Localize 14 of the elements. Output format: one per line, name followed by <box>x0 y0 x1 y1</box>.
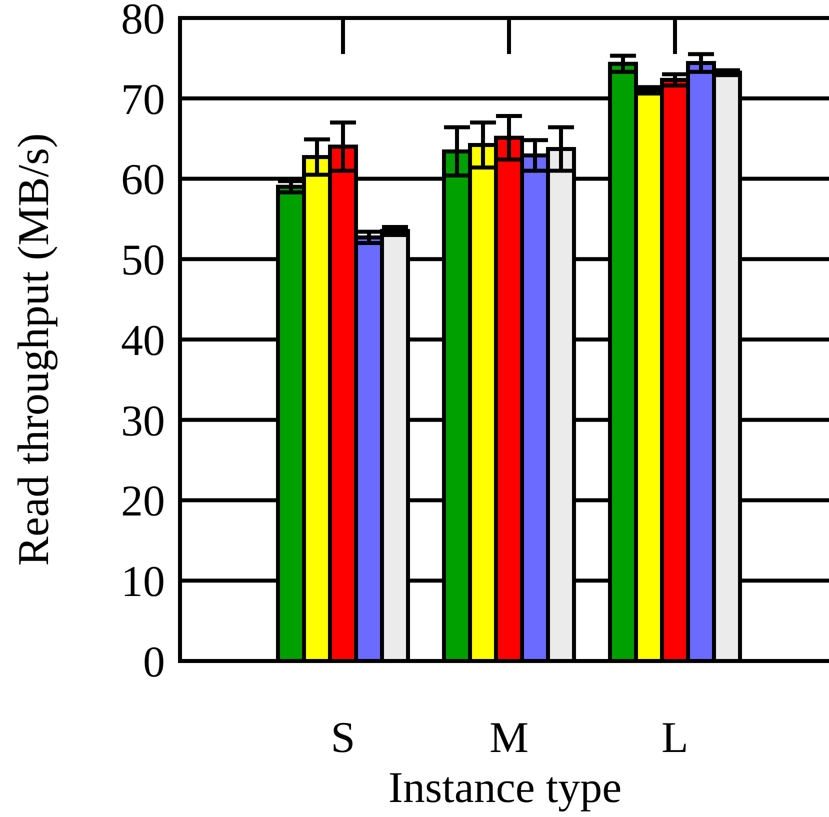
y-axis-title: Read throughput (MB/s) <box>9 133 58 566</box>
y-tick-label: 0 <box>143 637 165 686</box>
x-tick-label: S <box>330 713 356 762</box>
y-tick-label: 50 <box>121 236 165 285</box>
y-tick-label: 20 <box>121 476 165 526</box>
y-tick-label: 60 <box>121 155 165 204</box>
x-axis-title: Instance type <box>388 763 622 812</box>
y-tick-label: 70 <box>121 74 165 124</box>
y-tick-label: 30 <box>121 396 165 446</box>
y-tick-label: 40 <box>121 316 165 365</box>
y-tick-label: 80 <box>121 0 165 44</box>
x-tick-label: M <box>489 713 529 762</box>
x-tick-label: L <box>662 713 688 762</box>
y-tick-label: 10 <box>121 557 165 606</box>
